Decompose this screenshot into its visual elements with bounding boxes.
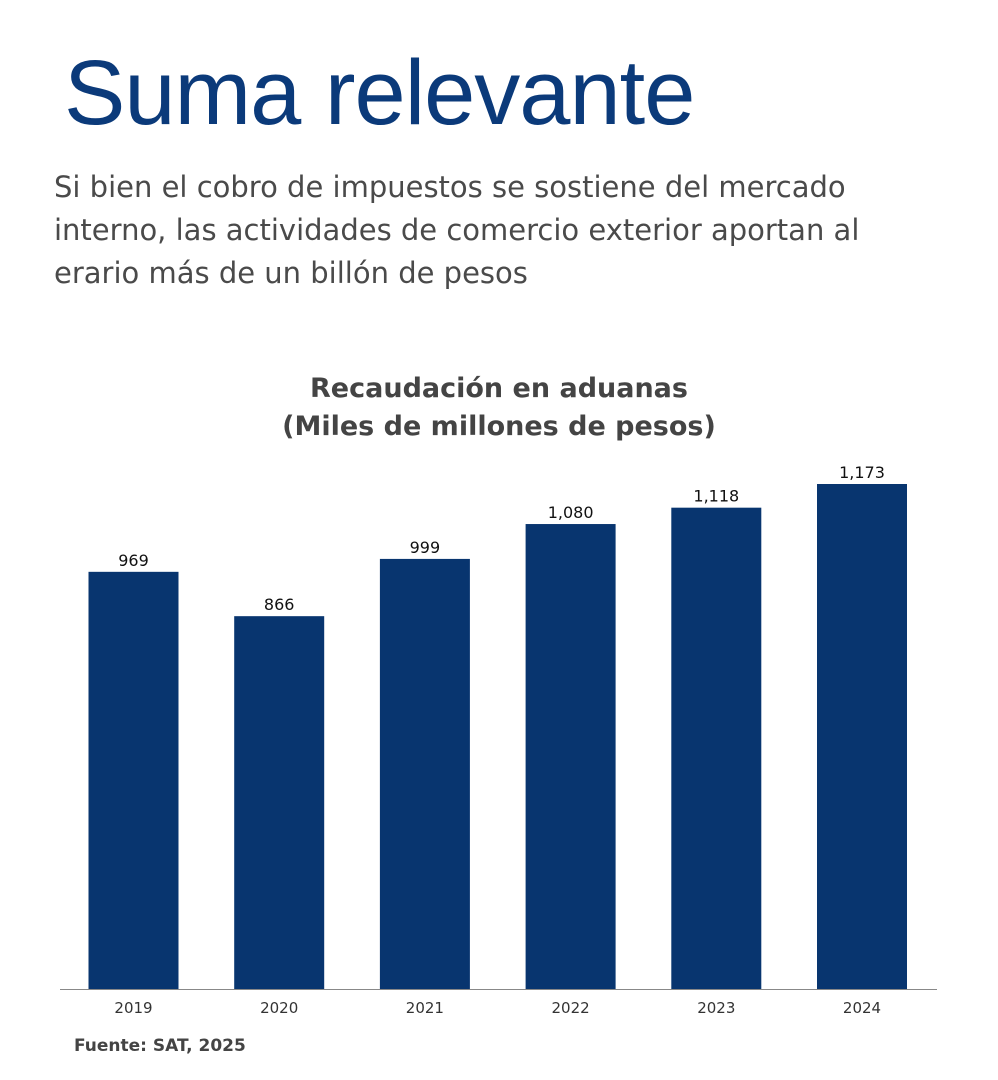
bar-2022 xyxy=(525,524,616,989)
data-label-2019: 969 xyxy=(118,551,149,570)
page-subtitle: Si bien el cobro de impuestos se sostien… xyxy=(54,170,860,290)
x-tick-label-2021: 2021 xyxy=(406,999,444,1017)
x-tick-label-2022: 2022 xyxy=(552,999,590,1017)
bar-2019 xyxy=(88,571,179,989)
bar-2023 xyxy=(671,507,762,989)
x-tick-label-2023: 2023 xyxy=(697,999,735,1017)
data-label-2021: 999 xyxy=(410,538,441,557)
x-tick-label-2019: 2019 xyxy=(114,999,152,1017)
bar-2021 xyxy=(379,558,470,989)
data-label-2024: 1,173 xyxy=(839,463,885,482)
chart-title-line1: Recaudación en aduanas xyxy=(310,373,688,404)
chart-title: Recaudación en aduanas (Miles de millone… xyxy=(0,370,998,446)
x-tick-label-2024: 2024 xyxy=(843,999,881,1017)
page-title: Suma relevante xyxy=(64,42,695,144)
chart-title-line2: (Miles de millones de pesos) xyxy=(282,411,716,442)
data-label-2023: 1,118 xyxy=(693,487,739,506)
data-label-2022: 1,080 xyxy=(548,503,594,522)
bar-2020 xyxy=(234,616,325,989)
x-tick-label-2020: 2020 xyxy=(260,999,298,1017)
data-label-2020: 866 xyxy=(264,595,295,614)
source-note: Fuente: SAT, 2025 xyxy=(74,1036,246,1056)
bar-2024 xyxy=(817,484,907,989)
